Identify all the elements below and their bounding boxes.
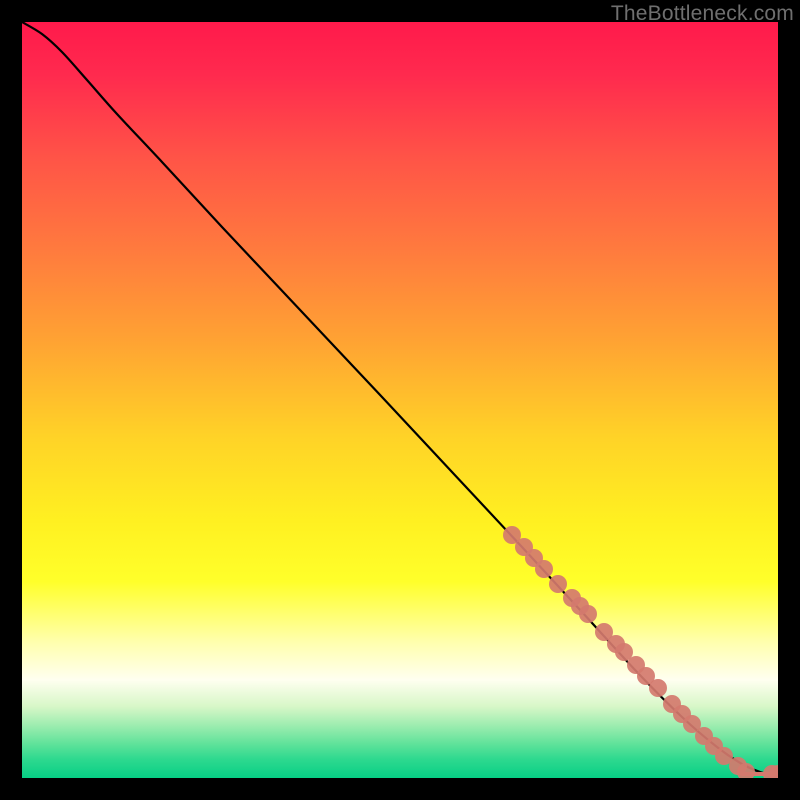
data-marker	[549, 575, 567, 593]
attribution-watermark: TheBottleneck.com	[611, 2, 794, 26]
data-marker	[535, 560, 553, 578]
chart-plot-area	[22, 22, 778, 778]
data-marker	[579, 605, 597, 623]
chart-svg	[22, 22, 778, 778]
data-marker	[649, 679, 667, 697]
gradient-background	[22, 22, 778, 778]
